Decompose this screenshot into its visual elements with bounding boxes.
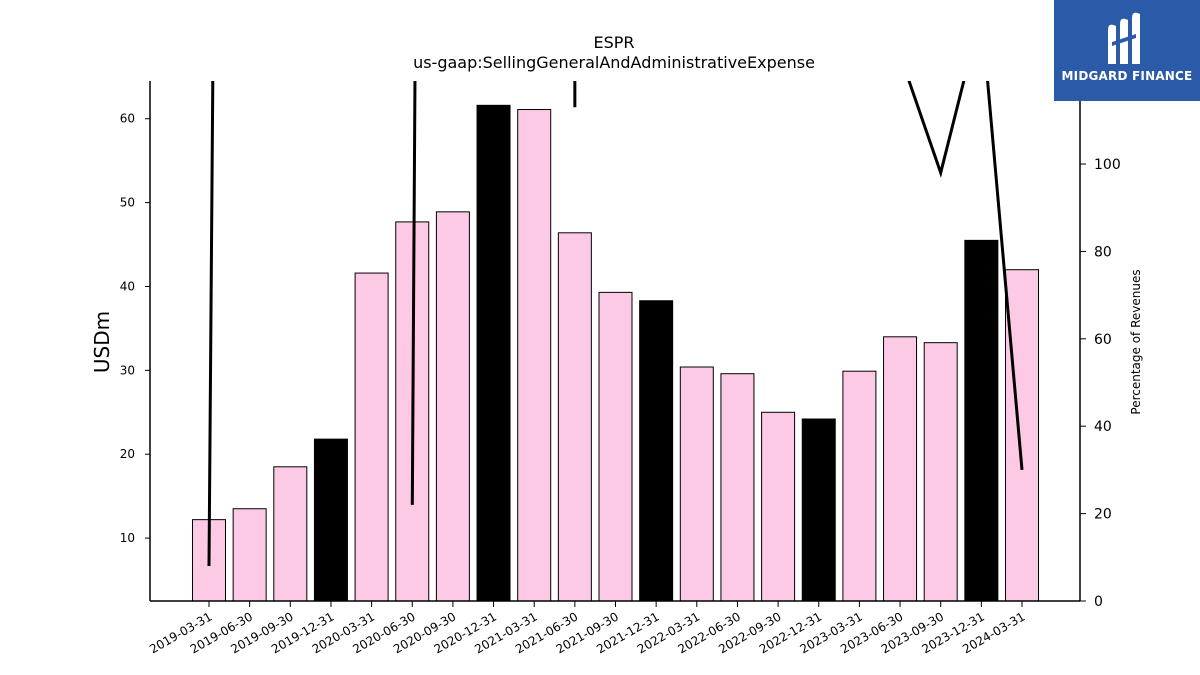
y2-tick-label-0: 0 [1094, 594, 1103, 610]
bar-2023-06-30 [883, 336, 918, 602]
logo-text: MIDGARD FINANCE [1061, 69, 1193, 83]
midgard-logo-icon [1108, 12, 1140, 65]
pct-line-segment-0 [207, 81, 215, 567]
bar-2020-12-31 [476, 104, 511, 602]
chart-subtitle: us-gaap:SellingGeneralAndAdministrativeE… [413, 53, 815, 72]
y2-axis-label: Percentage of Revenues [1129, 269, 1143, 414]
y2-tick-label-40: 40 [1094, 419, 1112, 435]
bar-2021-09-30 [598, 291, 633, 602]
bar-2019-06-30 [232, 508, 267, 602]
bar-2021-03-31 [517, 109, 552, 602]
bar-2022-03-31 [679, 366, 714, 602]
y2-tick-label-100: 100 [1094, 157, 1121, 173]
bar-2022-06-30 [720, 373, 755, 602]
bar-2023-12-31 [964, 239, 999, 602]
y2-tick-label-20: 20 [1094, 507, 1112, 523]
bar-2019-12-31 [313, 438, 348, 602]
bar-2021-12-31 [639, 300, 674, 602]
bar-2023-03-31 [842, 370, 877, 602]
y-tick-label-10: 10 [120, 531, 135, 545]
y-tick-label-30: 30 [120, 363, 135, 377]
bar-2022-12-31 [801, 418, 836, 602]
midgard-finance-logo: MIDGARD FINANCE [1054, 0, 1200, 101]
y-tick-label-50: 50 [120, 196, 135, 210]
y2-tick-label-80: 80 [1094, 244, 1112, 260]
bar-2019-09-30 [273, 466, 308, 602]
bar-2020-03-31 [354, 272, 389, 602]
chart-title: ESPR [593, 33, 634, 52]
bar-2021-06-30 [557, 232, 592, 602]
bar-2024-03-31 [1005, 269, 1039, 602]
y-tick-label-60: 60 [120, 112, 135, 126]
bar-2020-09-30 [435, 211, 470, 602]
y2-tick-label-60: 60 [1094, 332, 1112, 348]
bar-2023-09-30 [923, 342, 958, 602]
y-tick-label-40: 40 [120, 279, 135, 293]
y-axis-label: USDm [90, 311, 114, 373]
line-layer [207, 81, 1024, 567]
y-tick-label-20: 20 [120, 447, 135, 461]
bars-group [192, 104, 1039, 602]
pct-line-segment-3 [907, 81, 1024, 471]
bar-2022-09-30 [761, 411, 796, 602]
